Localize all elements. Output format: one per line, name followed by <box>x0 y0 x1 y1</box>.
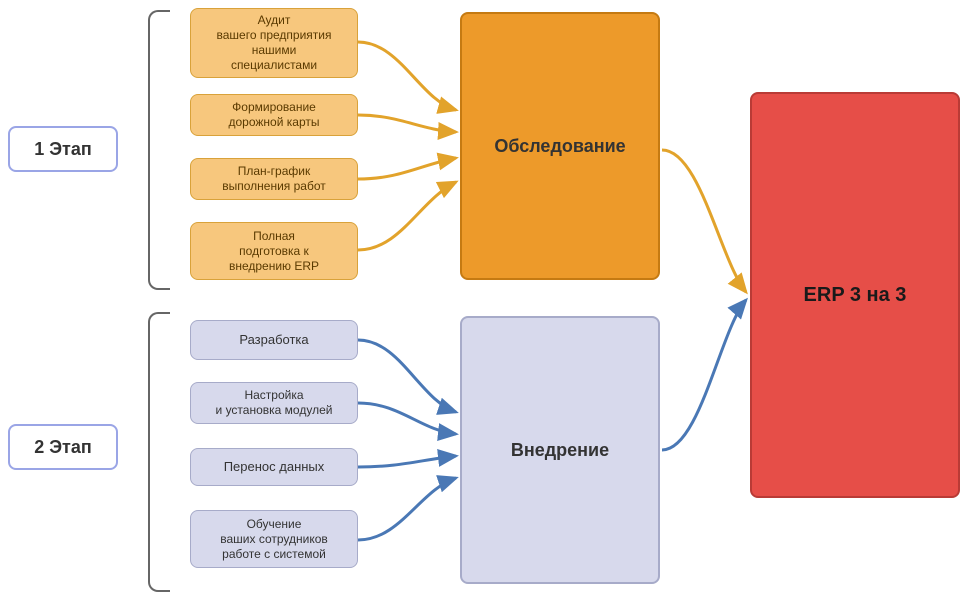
task1-roadmap-text: Формирование дорожной карты <box>229 100 320 130</box>
task1-audit: Аудит вашего предприятия нашими специали… <box>190 8 358 78</box>
phase2-box: Внедрение <box>460 316 660 584</box>
task2-migrate: Перенос данных <box>190 448 358 486</box>
result-text: ERP 3 на 3 <box>804 283 907 308</box>
result-box: ERP 3 на 3 <box>750 92 960 498</box>
task2-setup-text: Настройка и установка модулей <box>216 388 333 418</box>
task2-migrate-text: Перенос данных <box>224 459 325 475</box>
phase1-text: Обследование <box>494 135 625 158</box>
task1-plan: План-график выполнения работ <box>190 158 358 200</box>
task1-plan-text: План-график выполнения работ <box>222 164 326 194</box>
task1-prep-text: Полная подготовка к внедрению ERP <box>229 229 319 274</box>
phase1-box: Обследование <box>460 12 660 280</box>
stage1-bracket <box>148 10 170 290</box>
task2-train: Обучение ваших сотрудников работе с сист… <box>190 510 358 568</box>
task1-audit-text: Аудит вашего предприятия нашими специали… <box>217 13 332 73</box>
stage1-label: 1 Этап <box>8 126 118 172</box>
task2-dev: Разработка <box>190 320 358 360</box>
task1-prep: Полная подготовка к внедрению ERP <box>190 222 358 280</box>
task1-roadmap: Формирование дорожной карты <box>190 94 358 136</box>
stage2-label: 2 Этап <box>8 424 118 470</box>
stage2-text: 2 Этап <box>34 436 92 459</box>
stage1-text: 1 Этап <box>34 138 92 161</box>
task2-setup: Настройка и установка модулей <box>190 382 358 424</box>
task2-train-text: Обучение ваших сотрудников работе с сист… <box>220 517 328 562</box>
phase2-text: Внедрение <box>511 439 609 462</box>
stage2-bracket <box>148 312 170 592</box>
task2-dev-text: Разработка <box>239 332 308 348</box>
